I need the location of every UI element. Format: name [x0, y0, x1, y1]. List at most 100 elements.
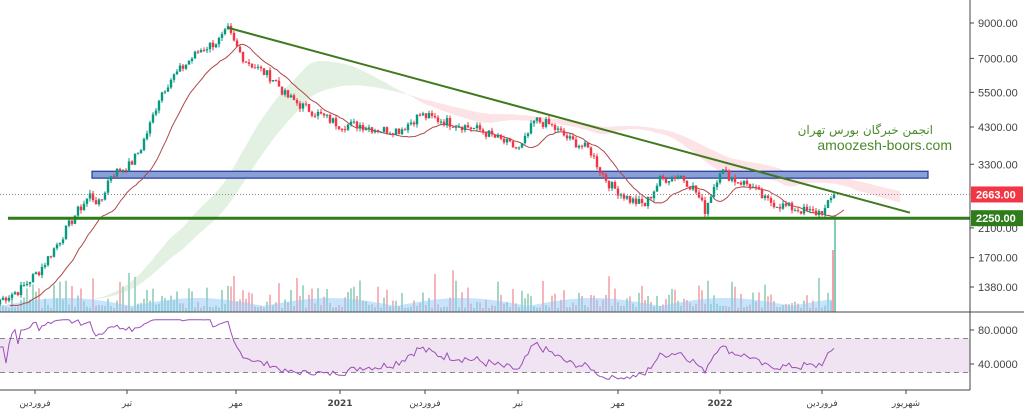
- ichimoku-cloud: [663, 129, 666, 136]
- candle: [532, 120, 536, 124]
- candle: [658, 176, 662, 186]
- candle: [421, 113, 425, 116]
- volume-bar: [227, 285, 229, 312]
- candle: [745, 180, 749, 185]
- ichimoku-cloud: [513, 114, 516, 121]
- ichimoku-cloud: [840, 176, 843, 186]
- candle: [733, 177, 737, 183]
- candle: [169, 79, 173, 88]
- candle: [406, 124, 410, 131]
- candle: [250, 64, 254, 68]
- candle: [586, 142, 590, 148]
- candle: [721, 169, 725, 174]
- candle: [742, 180, 746, 185]
- ichimoku-cloud: [846, 177, 849, 188]
- ichimoku-cloud: [384, 81, 387, 90]
- ichimoku-cloud: [159, 247, 162, 269]
- ichimoku-cloud: [897, 190, 900, 203]
- ichimoku-cloud: [150, 258, 153, 277]
- volume-bar: [641, 286, 643, 312]
- candle: [292, 95, 296, 101]
- candle: [289, 95, 293, 98]
- volume-bar: [359, 280, 361, 312]
- candle: [589, 147, 593, 156]
- ichimoku-cloud: [561, 119, 564, 126]
- candle: [457, 126, 461, 128]
- time-tick-label: 2021: [327, 399, 352, 409]
- candle: [469, 127, 473, 129]
- ichimoku-cloud: [273, 99, 276, 140]
- candle: [280, 86, 284, 95]
- candle: [619, 194, 623, 196]
- ichimoku-cloud: [168, 237, 171, 261]
- ichimoku-cloud: [207, 198, 210, 227]
- candle: [541, 122, 545, 127]
- volume-bar: [152, 288, 154, 312]
- candle: [775, 206, 779, 208]
- candle: [553, 124, 557, 130]
- candle: [595, 156, 599, 168]
- volume-bar: [401, 293, 403, 312]
- ichimoku-cloud: [477, 112, 480, 122]
- candle: [310, 111, 314, 116]
- ichimoku-cloud: [108, 293, 111, 298]
- ichimoku-cloud: [633, 126, 636, 130]
- ichimoku-cloud: [639, 126, 642, 130]
- ichimoku-cloud: [879, 186, 882, 198]
- volume-bar: [608, 276, 610, 312]
- candle: [484, 132, 488, 137]
- ichimoku-cloud: [99, 296, 102, 299]
- ichimoku-cloud: [306, 64, 309, 102]
- candle: [556, 128, 560, 130]
- ichimoku-cloud: [882, 186, 885, 199]
- candle: [238, 46, 242, 52]
- ichimoku-cloud: [474, 111, 477, 122]
- candle: [592, 155, 596, 157]
- ichimoku-cloud: [408, 94, 411, 97]
- candle: [16, 292, 20, 296]
- candle: [661, 176, 665, 179]
- candle: [343, 129, 347, 131]
- ichimoku-cloud: [141, 269, 144, 284]
- ichimoku-cloud: [627, 125, 630, 130]
- candle: [760, 189, 764, 199]
- ichimoku-cloud: [411, 95, 414, 98]
- candle: [757, 187, 761, 190]
- time-tick-label: تیر: [512, 399, 524, 409]
- candle: [217, 37, 221, 45]
- ichimoku-cloud: [621, 125, 624, 131]
- candle: [664, 178, 668, 183]
- candle: [730, 177, 734, 181]
- candle: [475, 125, 479, 129]
- candle: [319, 111, 323, 114]
- candle: [628, 196, 632, 203]
- candle: [295, 100, 299, 104]
- candle: [358, 125, 362, 129]
- ichimoku-cloud: [270, 103, 273, 144]
- ichimoku-cloud: [372, 75, 375, 88]
- ichimoku-cloud: [558, 118, 561, 125]
- candle: [0, 299, 2, 305]
- candle: [796, 210, 800, 212]
- volume-bar: [26, 288, 28, 312]
- candle: [337, 126, 341, 130]
- candle: [283, 90, 287, 95]
- volume-bar: [452, 270, 454, 312]
- candle: [436, 117, 440, 122]
- candle: [226, 25, 230, 30]
- ichimoku-cloud: [342, 63, 345, 87]
- candle: [712, 187, 716, 197]
- candle: [163, 91, 167, 93]
- ichimoku-cloud: [693, 140, 696, 155]
- candle: [301, 103, 305, 109]
- candle: [67, 220, 71, 226]
- candle: [625, 196, 629, 199]
- candle: [805, 206, 809, 211]
- ichimoku-cloud: [171, 234, 174, 258]
- candle: [616, 188, 620, 196]
- volume-bar: [521, 290, 523, 312]
- candle: [832, 194, 836, 199]
- ichimoku-cloud: [531, 116, 534, 122]
- candle: [49, 256, 53, 258]
